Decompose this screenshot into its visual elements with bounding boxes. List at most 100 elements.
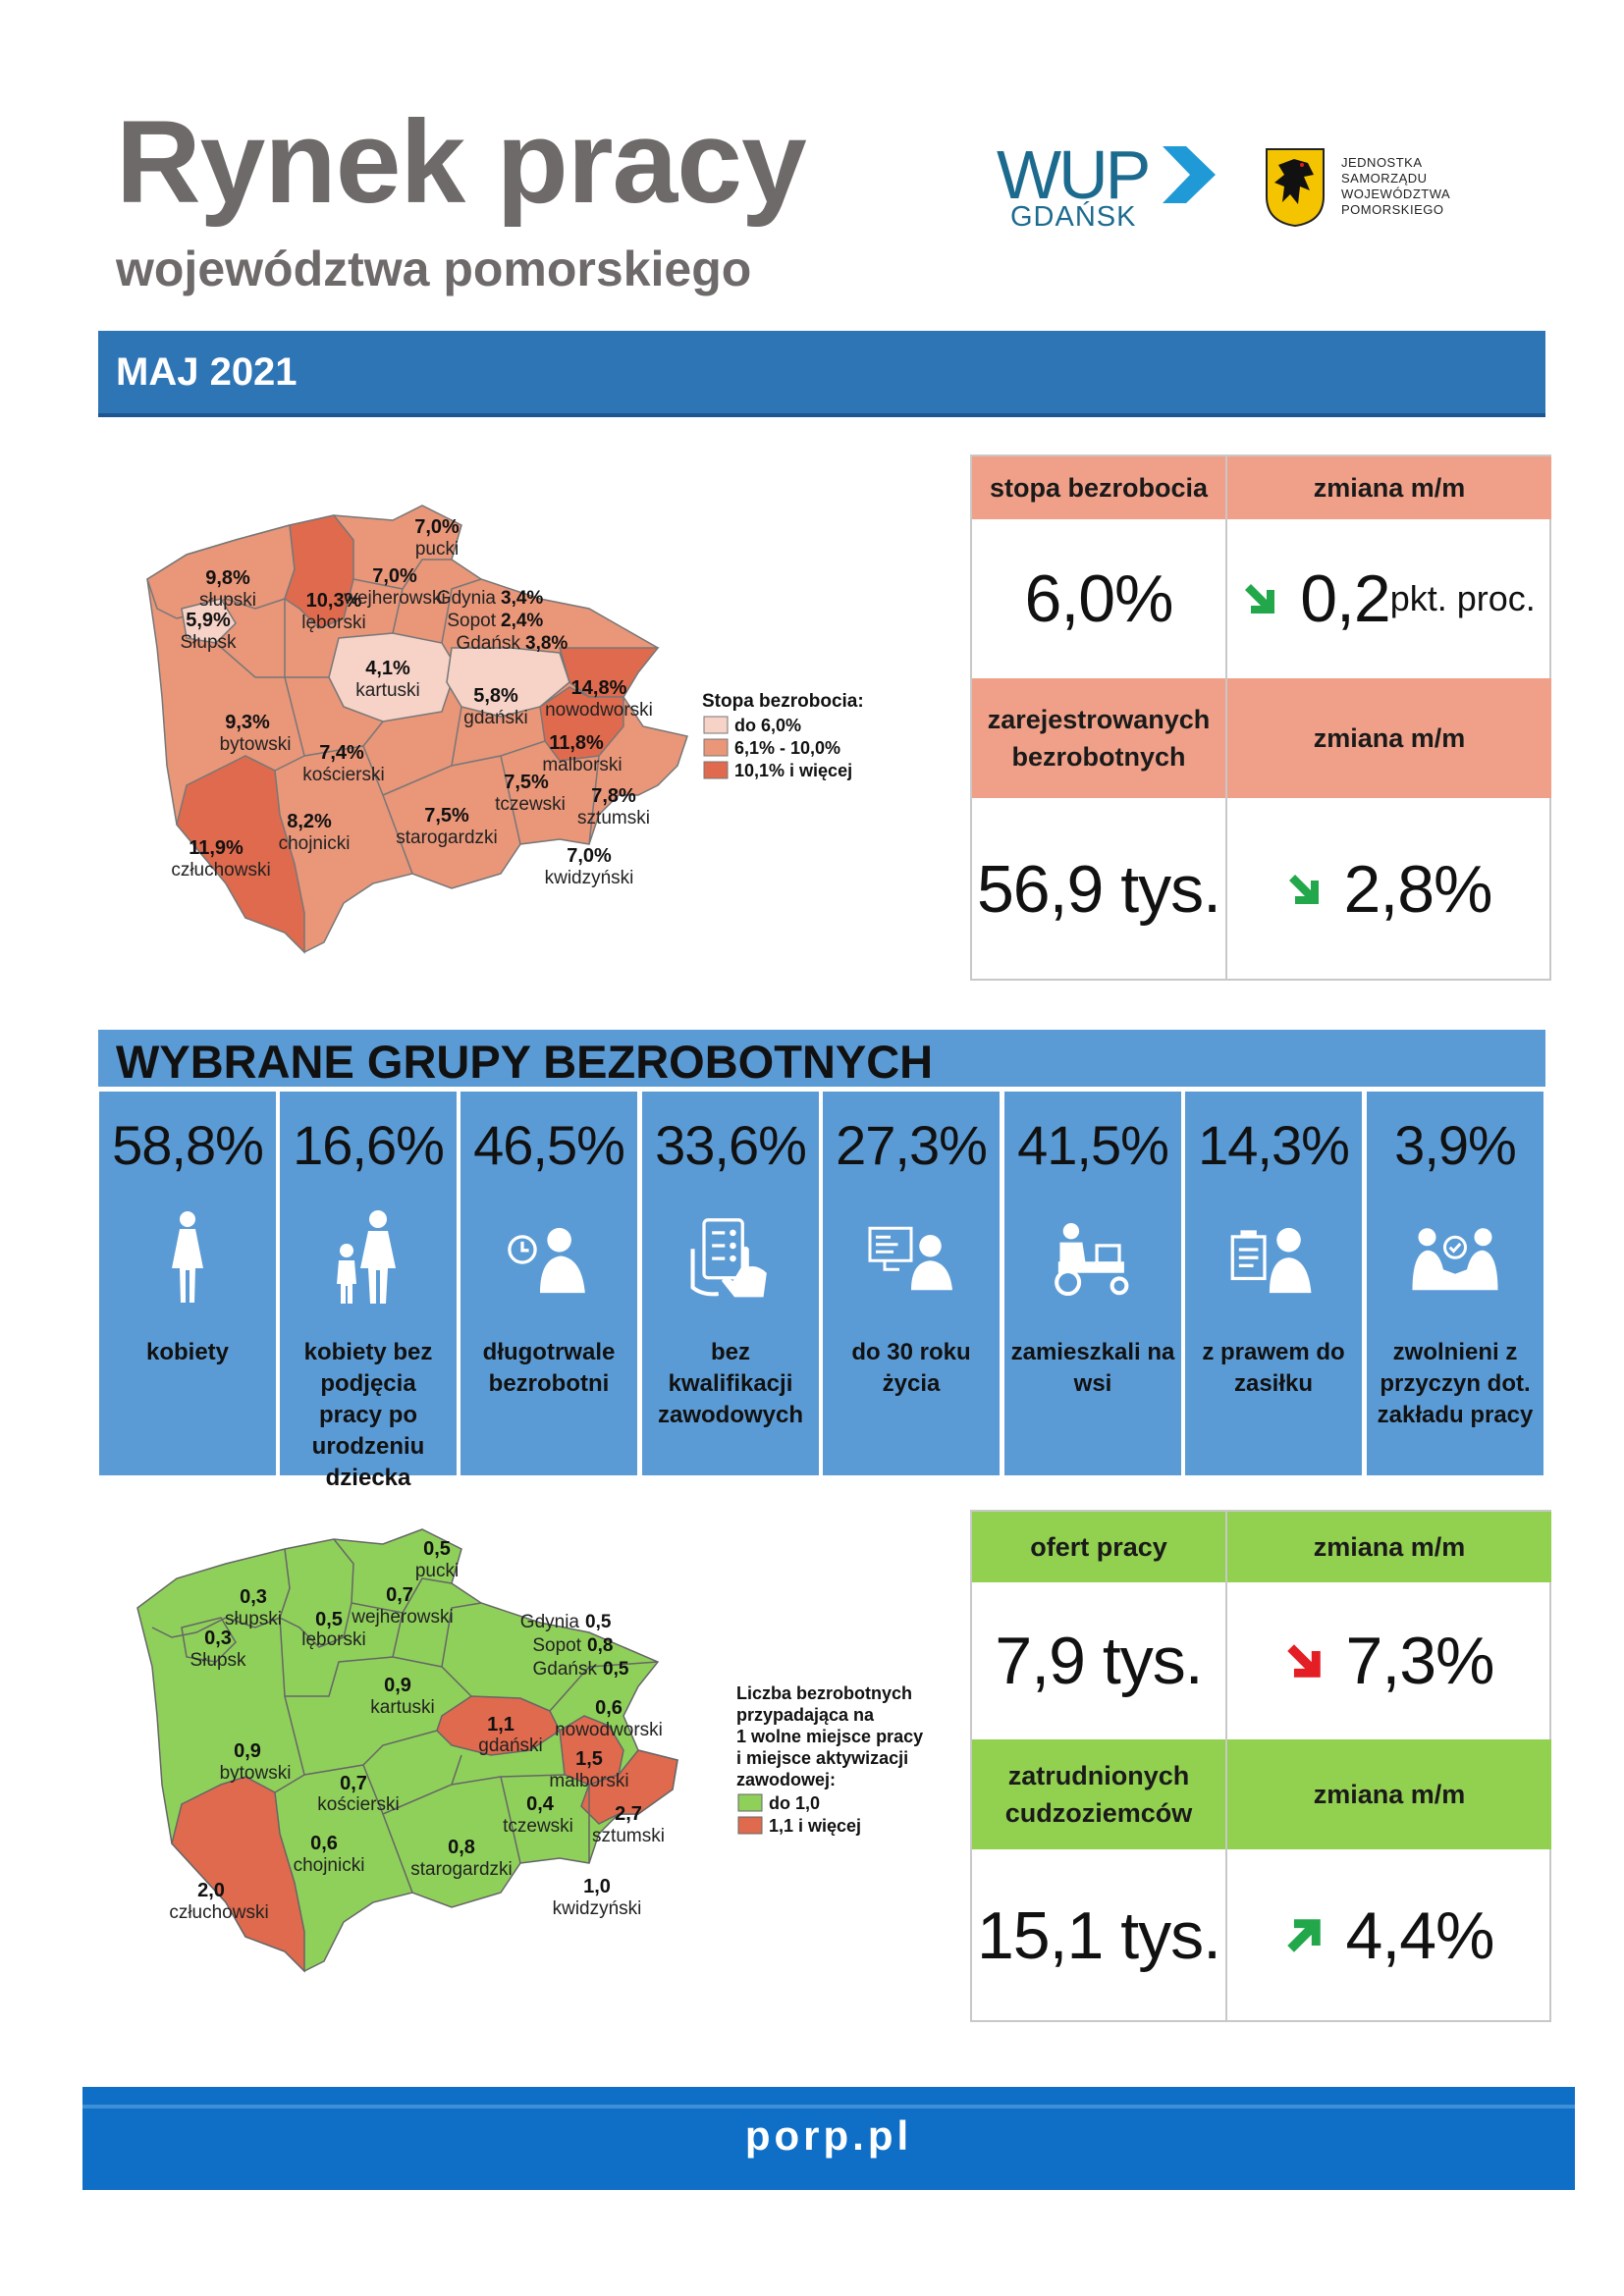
svg-text:chojnicki: chojnicki: [294, 1855, 365, 1876]
region-malborski: [559, 1715, 624, 1786]
offers-stats-table: ofert pracy zmiana m/m 7,9 tys. 7,3% zat…: [970, 1510, 1551, 2022]
svg-text:14,8%: 14,8%: [571, 677, 627, 699]
svg-text:7,4%: 7,4%: [319, 742, 364, 764]
offers-change-header: zmiana m/m: [1227, 1512, 1551, 1582]
mother-child-icon: [324, 1200, 412, 1317]
group-card: 27,3% do 30 roku życia: [823, 1092, 1000, 1475]
svg-text:Stopa bezrobocia:: Stopa bezrobocia:: [702, 691, 864, 712]
svg-text:gdański: gdański: [463, 708, 528, 728]
svg-text:człuchowski: człuchowski: [171, 860, 270, 881]
foreigners-value: 15,1 tys.: [976, 1898, 1221, 1973]
arrow-down-right-icon: [1288, 875, 1319, 904]
svg-text:10,3%: 10,3%: [306, 590, 362, 612]
svg-text:lęborski: lęborski: [301, 1629, 365, 1650]
svg-text:0,9: 0,9: [384, 1675, 411, 1696]
svg-text:7,0%: 7,0%: [567, 845, 612, 867]
svg-text:8,2%: 8,2%: [287, 811, 332, 832]
svg-text:0,7: 0,7: [340, 1773, 367, 1794]
svg-text:Gdańsk: Gdańsk: [457, 633, 521, 654]
svg-text:tczewski: tczewski: [503, 1816, 573, 1837]
svg-text:starogardzki: starogardzki: [410, 1859, 513, 1880]
svg-text:0,4: 0,4: [526, 1793, 555, 1815]
footer-link[interactable]: porp.pl: [744, 2112, 913, 2159]
groups-title: WYBRANE GRUPY BEZROBOTNYCH: [116, 1036, 934, 1088]
svg-text:0,6: 0,6: [595, 1697, 623, 1719]
group-card: 14,3% z prawem do zasiłku: [1185, 1092, 1362, 1475]
registered-header: zarejestrowanych bezrobotnych: [972, 678, 1225, 798]
rate-header: stopa bezrobocia: [972, 456, 1225, 519]
svg-text:Gdańsk: Gdańsk: [533, 1659, 598, 1680]
svg-text:kwidzyński: kwidzyński: [553, 1898, 642, 1919]
svg-text:2,4%: 2,4%: [501, 611, 543, 631]
young-person-computer-icon: [867, 1200, 955, 1317]
svg-text:przypadająca na: przypadająca na: [736, 1705, 875, 1725]
svg-text:7,0%: 7,0%: [372, 565, 417, 587]
svg-text:nowodworski: nowodworski: [545, 700, 653, 721]
svg-text:człuchowski: człuchowski: [169, 1902, 268, 1923]
registered-change-header: zmiana m/m: [1227, 678, 1551, 798]
svg-text:kartuski: kartuski: [370, 1697, 434, 1718]
svg-text:chojnicki: chojnicki: [279, 833, 351, 854]
svg-text:7,5%: 7,5%: [504, 772, 549, 793]
svg-text:kartuski: kartuski: [355, 680, 419, 701]
group-card: 16,6% kobiety bez podjęcia pracy po urod…: [280, 1092, 457, 1491]
svg-text:Słupsk: Słupsk: [180, 632, 237, 653]
svg-text:0,8: 0,8: [448, 1837, 475, 1858]
pomorskie-logo[interactable]: JEDNOSTKA SAMORZĄDU WOJEWÓDZTWA POMORSKI…: [1265, 147, 1461, 231]
map1-cities: Gdynia 3,4% Sopot 2,4% Gdańsk 3,8%: [437, 588, 568, 654]
svg-text:3,4%: 3,4%: [501, 588, 543, 609]
svg-text:0,7: 0,7: [386, 1584, 413, 1606]
region-kartuski: [328, 632, 458, 722]
group-card: 33,6% bez kwalifikacji zawodowych: [642, 1092, 819, 1475]
svg-text:sztumski: sztumski: [592, 1826, 665, 1846]
foreigners-change: 4,4%: [1227, 1849, 1551, 2022]
svg-text:nowodworski: nowodworski: [555, 1720, 663, 1740]
rate-value: 6,0%: [1024, 561, 1174, 636]
clock-person-icon: [505, 1200, 593, 1317]
svg-text:kwidzyński: kwidzyński: [545, 868, 634, 888]
svg-text:3,8%: 3,8%: [525, 633, 568, 654]
arrow-down-right-icon: [1245, 584, 1275, 614]
svg-text:0,6: 0,6: [310, 1833, 338, 1854]
region-nowodworski: [559, 647, 660, 698]
region-sztumski: [580, 1749, 678, 1825]
month-bar: MAJ 2021: [98, 331, 1545, 417]
svg-text:gdański: gdański: [478, 1735, 543, 1756]
svg-text:0,5: 0,5: [315, 1609, 343, 1630]
svg-text:9,8%: 9,8%: [205, 567, 250, 589]
page-subtitle: województwa pomorskiego: [116, 241, 752, 296]
svg-text:Słupsk: Słupsk: [189, 1650, 246, 1671]
svg-text:7,8%: 7,8%: [591, 785, 636, 807]
svg-text:6,1% - 10,0%: 6,1% - 10,0%: [734, 738, 840, 758]
region-slupski: [146, 524, 296, 619]
arrow-down-right-icon: [1286, 1644, 1321, 1678]
offers-header: ofert pracy: [972, 1512, 1225, 1582]
group-card: 3,9% zwolnieni z przyczyn dot. zakładu p…: [1367, 1092, 1543, 1475]
svg-text:1,1 i więcej: 1,1 i więcej: [769, 1816, 861, 1836]
groups-section-bar: WYBRANE GRUPY BEZROBOTNYCH: [98, 1030, 1545, 1088]
region-leborski: [284, 514, 354, 629]
svg-text:1 wolne miejsce pracy: 1 wolne miejsce pracy: [736, 1727, 923, 1746]
chevron-right-icon: [1163, 146, 1216, 203]
foreigners-change-header: zmiana m/m: [1227, 1739, 1551, 1849]
svg-text:bytowski: bytowski: [220, 734, 292, 755]
map1-names: słupski Słupsk lęborski wejherowski puck…: [171, 539, 653, 888]
svg-text:5,8%: 5,8%: [473, 685, 518, 707]
svg-text:lęborski: lęborski: [301, 613, 365, 633]
wup-logo-text: WUP: [997, 136, 1151, 213]
svg-text:do 6,0%: do 6,0%: [734, 716, 801, 735]
svg-text:7,0%: 7,0%: [414, 516, 460, 538]
svg-text:Liczba bezrobotnych: Liczba bezrobotnych: [736, 1683, 912, 1703]
wup-gdansk-logo[interactable]: WUP GDAŃSK: [997, 140, 1227, 239]
svg-text:kościerski: kościerski: [302, 765, 384, 785]
svg-text:0,5: 0,5: [603, 1659, 629, 1680]
arrow-up-right-icon: [1286, 1919, 1321, 1952]
offers-change: 7,3%: [1227, 1582, 1551, 1739]
svg-text:sztumski: sztumski: [577, 808, 650, 828]
svg-text:i miejsce aktywizacji: i miejsce aktywizacji: [736, 1748, 908, 1768]
svg-text:starogardzki: starogardzki: [396, 828, 498, 848]
rate-change-header: zmiana m/m: [1227, 456, 1551, 519]
svg-text:10,1% i więcej: 10,1% i więcej: [734, 761, 852, 780]
svg-text:9,3%: 9,3%: [225, 712, 270, 733]
person-document-icon: [1229, 1200, 1318, 1317]
